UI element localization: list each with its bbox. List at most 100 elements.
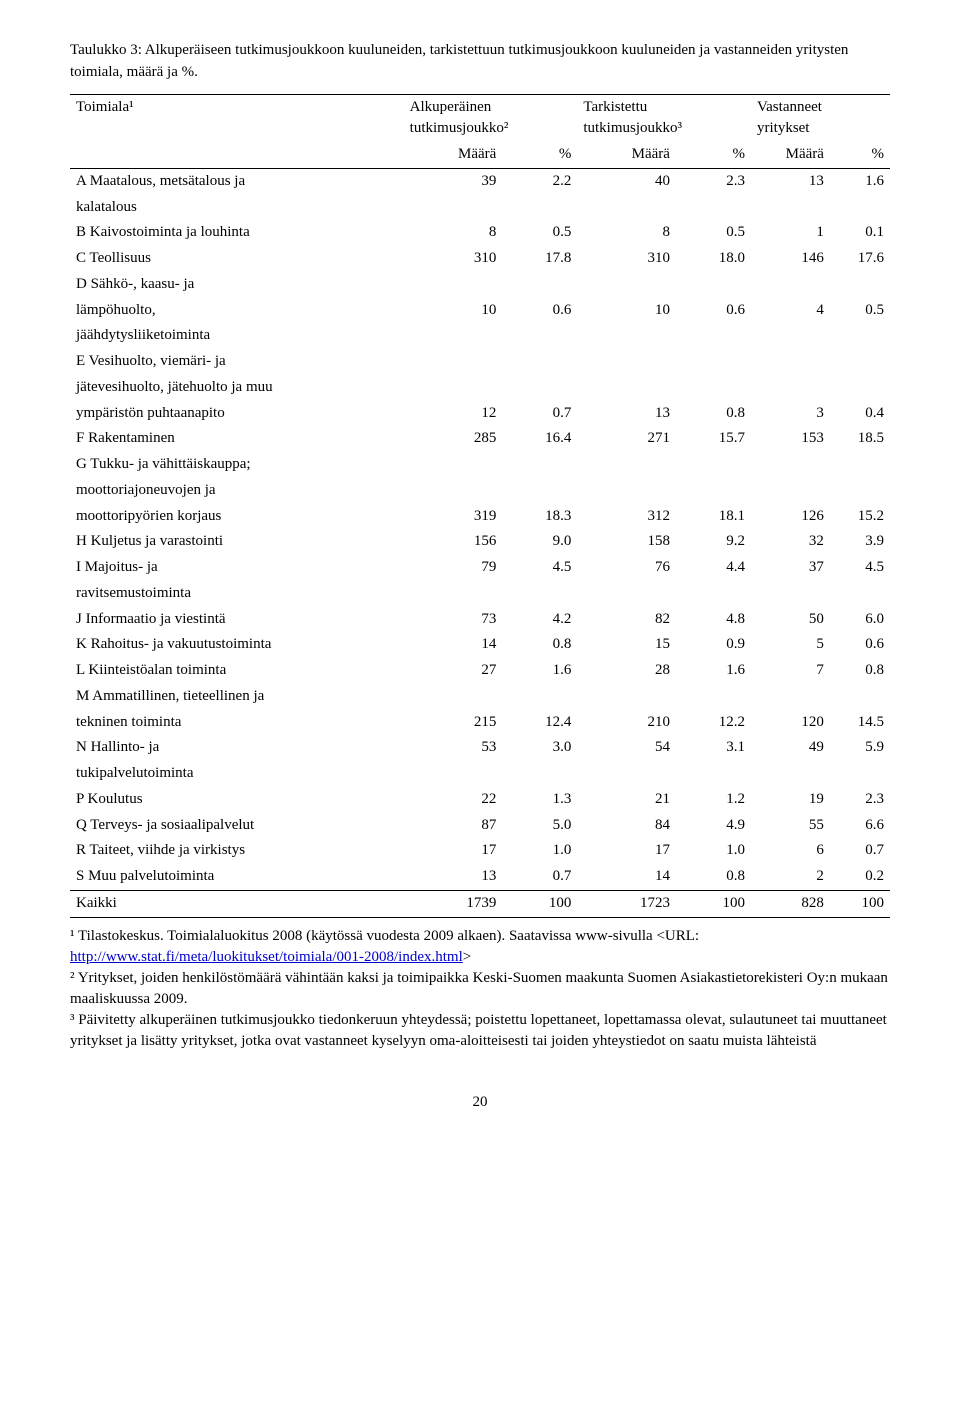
cell: 22 bbox=[404, 787, 503, 813]
g2-l2: tutkimusjoukko³ bbox=[583, 120, 682, 136]
row-label: F Rakentaminen bbox=[70, 426, 404, 452]
cell: 17 bbox=[577, 838, 676, 864]
table-row: K Rahoitus- ja vakuutustoiminta140.8150.… bbox=[70, 632, 890, 658]
cell bbox=[830, 478, 890, 504]
cell: 2 bbox=[751, 864, 830, 890]
cell bbox=[830, 195, 890, 221]
cell: 49 bbox=[751, 735, 830, 761]
cell: 1.6 bbox=[830, 168, 890, 194]
total-p2: 100 bbox=[676, 890, 751, 917]
table-row: G Tukku- ja vähittäiskauppa; bbox=[70, 452, 890, 478]
cell: 9.0 bbox=[502, 529, 577, 555]
cell: 0.7 bbox=[830, 838, 890, 864]
cell bbox=[676, 349, 751, 375]
cell: 10 bbox=[577, 298, 676, 324]
cell: 0.8 bbox=[830, 658, 890, 684]
cell: 215 bbox=[404, 710, 503, 736]
cell bbox=[577, 581, 676, 607]
cell: 1.3 bbox=[502, 787, 577, 813]
cell: 15.7 bbox=[676, 426, 751, 452]
cell bbox=[577, 349, 676, 375]
g3-l1: Vastanneet bbox=[757, 99, 822, 115]
header-row-2: Määrä % Määrä % Määrä % bbox=[70, 142, 890, 168]
data-table: Toimiala¹ Alkuperäinen tutkimusjoukko² T… bbox=[70, 94, 890, 918]
cell: 8 bbox=[404, 220, 503, 246]
cell: 76 bbox=[577, 555, 676, 581]
footnote-link[interactable]: http://www.stat.fi/meta/luokitukset/toim… bbox=[70, 949, 463, 965]
col-group-1: Alkuperäinen tutkimusjoukko² bbox=[404, 94, 578, 142]
cell bbox=[577, 272, 676, 298]
cell: 4.4 bbox=[676, 555, 751, 581]
cell bbox=[830, 684, 890, 710]
total-n3: 828 bbox=[751, 890, 830, 917]
table-row: I Majoitus- ja794.5764.4374.5 bbox=[70, 555, 890, 581]
row-label: N Hallinto- ja bbox=[70, 735, 404, 761]
cell: 285 bbox=[404, 426, 503, 452]
cell: 310 bbox=[404, 246, 503, 272]
row-label: I Majoitus- ja bbox=[70, 555, 404, 581]
cell: 4.5 bbox=[502, 555, 577, 581]
cell: 18.0 bbox=[676, 246, 751, 272]
cell: 84 bbox=[577, 813, 676, 839]
cell bbox=[502, 478, 577, 504]
h-pct-2: % bbox=[676, 142, 751, 168]
cell bbox=[676, 375, 751, 401]
cell: 0.5 bbox=[676, 220, 751, 246]
row-label: Q Terveys- ja sosiaalipalvelut bbox=[70, 813, 404, 839]
cell: 271 bbox=[577, 426, 676, 452]
row-label: tukipalvelutoiminta bbox=[70, 761, 404, 787]
table-row: Q Terveys- ja sosiaalipalvelut875.0844.9… bbox=[70, 813, 890, 839]
cell: 12 bbox=[404, 401, 503, 427]
cell: 2.2 bbox=[502, 168, 577, 194]
g1-l1: Alkuperäinen bbox=[410, 99, 492, 115]
table-row: tukipalvelutoiminta bbox=[70, 761, 890, 787]
cell: 32 bbox=[751, 529, 830, 555]
cell: 0.8 bbox=[676, 401, 751, 427]
row-label: P Koulutus bbox=[70, 787, 404, 813]
cell: 0.9 bbox=[676, 632, 751, 658]
cell: 17 bbox=[404, 838, 503, 864]
cell: 14.5 bbox=[830, 710, 890, 736]
cell: 0.2 bbox=[830, 864, 890, 890]
row-label: ravitsemustoiminta bbox=[70, 581, 404, 607]
row-label: C Teollisuus bbox=[70, 246, 404, 272]
row-label: jätevesihuolto, jätehuolto ja muu bbox=[70, 375, 404, 401]
g2-l1: Tarkistettu bbox=[583, 99, 647, 115]
table-row: jätevesihuolto, jätehuolto ja muu bbox=[70, 375, 890, 401]
cell: 14 bbox=[404, 632, 503, 658]
cell bbox=[577, 684, 676, 710]
cell: 1 bbox=[751, 220, 830, 246]
cell: 79 bbox=[404, 555, 503, 581]
table-body: A Maatalous, metsätalous ja392.2402.3131… bbox=[70, 168, 890, 890]
cell bbox=[404, 581, 503, 607]
cell: 126 bbox=[751, 504, 830, 530]
cell: 146 bbox=[751, 246, 830, 272]
cell: 120 bbox=[751, 710, 830, 736]
g1-l2: tutkimusjoukko² bbox=[410, 120, 509, 136]
total-label: Kaikki bbox=[70, 890, 404, 917]
cell bbox=[830, 323, 890, 349]
cell: 2.3 bbox=[676, 168, 751, 194]
row-label: B Kaivostoiminta ja louhinta bbox=[70, 220, 404, 246]
table-row: H Kuljetus ja varastointi1569.01589.2323… bbox=[70, 529, 890, 555]
cell bbox=[502, 581, 577, 607]
cell: 50 bbox=[751, 607, 830, 633]
cell bbox=[502, 195, 577, 221]
row-label: R Taiteet, viihde ja virkistys bbox=[70, 838, 404, 864]
cell: 1.0 bbox=[676, 838, 751, 864]
cell: 82 bbox=[577, 607, 676, 633]
total-row: Kaikki 1739 100 1723 100 828 100 bbox=[70, 890, 890, 917]
cell: 14 bbox=[577, 864, 676, 890]
cell: 13 bbox=[751, 168, 830, 194]
cell: 1.0 bbox=[502, 838, 577, 864]
footnote-2: ² Yritykset, joiden henkilöstömäärä vähi… bbox=[70, 968, 890, 1010]
cell: 5 bbox=[751, 632, 830, 658]
cell bbox=[577, 323, 676, 349]
row-label: S Muu palvelutoiminta bbox=[70, 864, 404, 890]
cell: 4.5 bbox=[830, 555, 890, 581]
cell: 28 bbox=[577, 658, 676, 684]
cell: 153 bbox=[751, 426, 830, 452]
cell bbox=[751, 478, 830, 504]
col-toimiala: Toimiala¹ bbox=[70, 94, 404, 142]
table-row: N Hallinto- ja533.0543.1495.9 bbox=[70, 735, 890, 761]
